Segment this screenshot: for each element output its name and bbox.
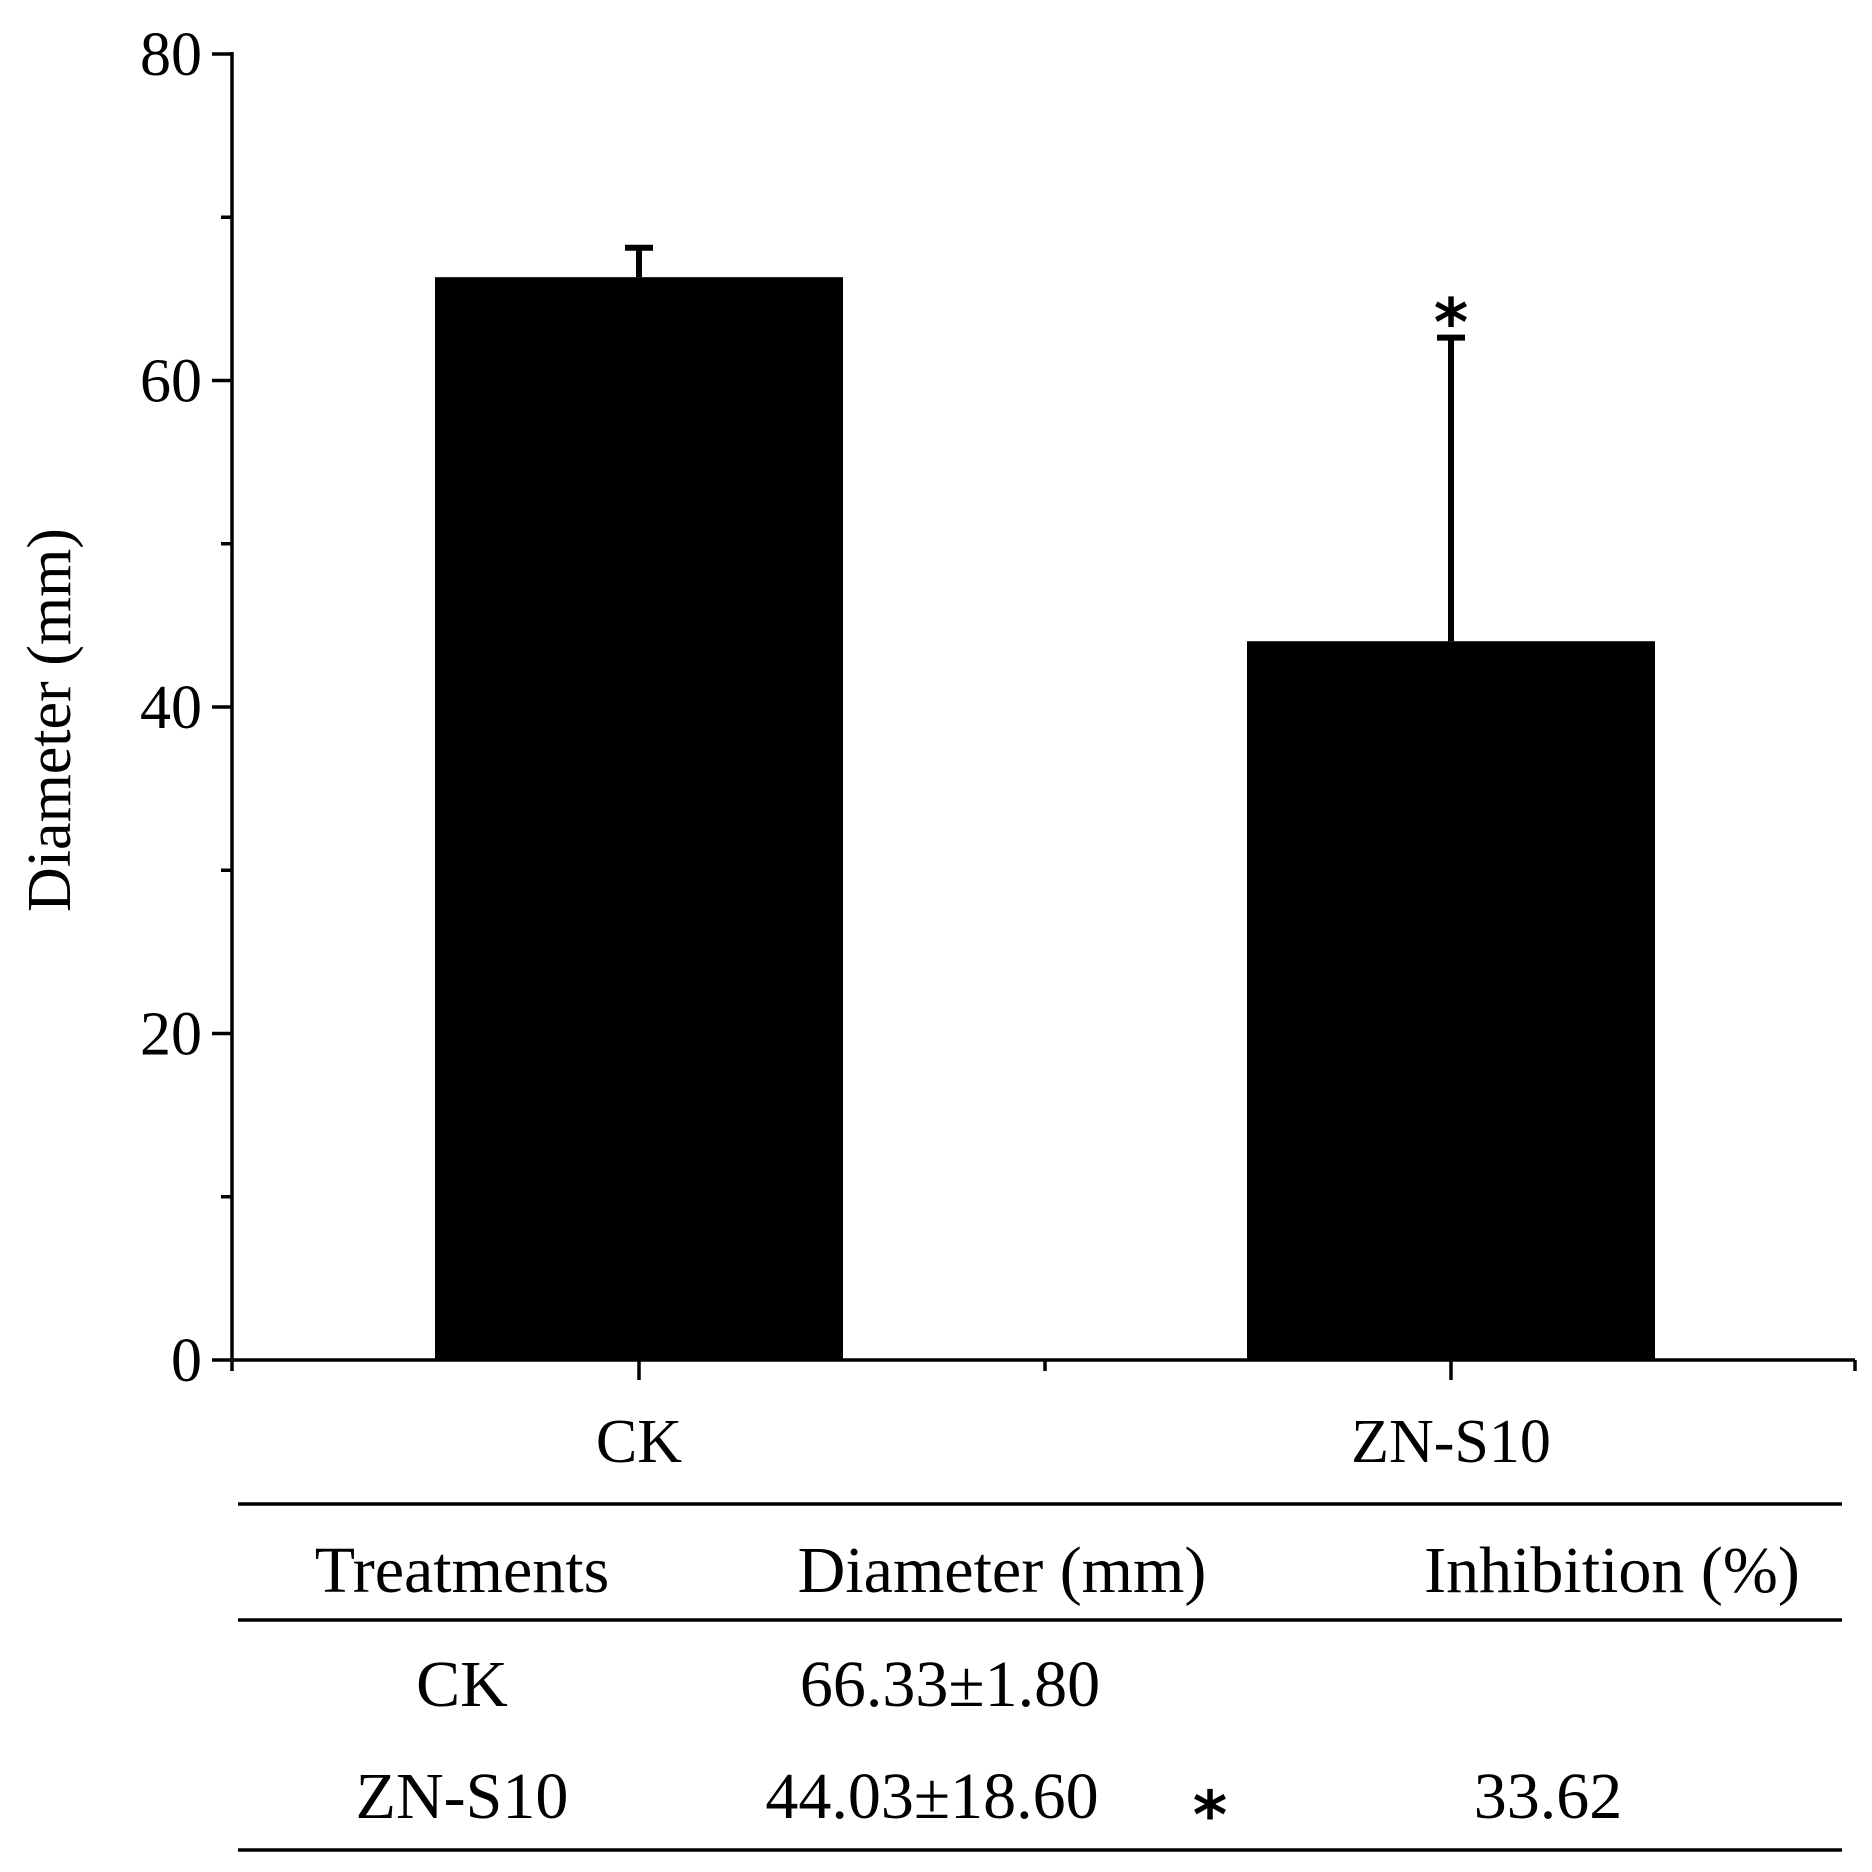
table-row-inhibition: 33.62 — [1474, 1760, 1623, 1833]
bar-chart: 0 20 40 60 80 CK ZN-S10 * — [140, 21, 1857, 1476]
y-tick-label: 20 — [140, 1001, 202, 1069]
y-tick-label: 60 — [140, 348, 202, 416]
y-axis-label: Diameter (mm) — [16, 528, 84, 912]
summary-table: Treatments Diameter (mm) Inhibition (%) … — [238, 1502, 1842, 1854]
table-row-diameter: 44.03±18.60 — [765, 1760, 1098, 1833]
table-row-significance-star: * — [1193, 1777, 1228, 1854]
bar — [1247, 641, 1655, 1360]
table-header-inhibition: Inhibition (%) — [1424, 1534, 1800, 1607]
bar — [435, 277, 843, 1361]
x-tick-label: ZN-S10 — [1351, 1408, 1551, 1476]
table-row-treatment: CK — [416, 1648, 508, 1721]
y-tick-label: 40 — [140, 674, 202, 742]
y-tick-label: 0 — [171, 1327, 202, 1395]
table-header-diameter: Diameter (mm) — [798, 1534, 1207, 1607]
significance-star: * — [1434, 285, 1469, 362]
y-tick-label: 80 — [140, 21, 202, 89]
table-row-treatment: ZN-S10 — [356, 1760, 569, 1833]
table-row-diameter: 66.33±1.80 — [800, 1648, 1100, 1721]
table-header-treatments: Treatments — [315, 1534, 610, 1607]
x-tick-label: CK — [596, 1408, 682, 1476]
